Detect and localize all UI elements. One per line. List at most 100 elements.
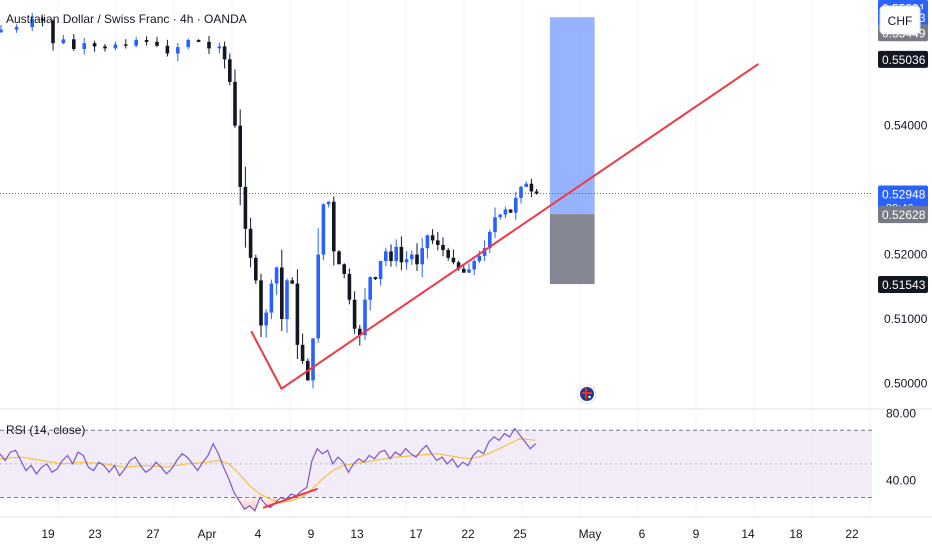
price-tick-label: 0.54000 [884,119,928,133]
price-tick-label: 0.52000 [884,248,928,262]
time-tick-label: 25 [513,527,527,541]
candle-body [332,201,336,252]
price-label-box [878,276,928,294]
currency-label[interactable]: CHF [888,14,913,28]
candle-body [290,280,294,284]
flag-star [588,395,591,399]
price-label-box [878,50,928,68]
candle-body [415,254,419,265]
candle-body [384,251,388,262]
target-zone[interactable] [549,17,595,215]
time-tick-label: 22 [461,527,475,541]
rsi-title[interactable]: RSI (14, close) [6,423,85,437]
price-label: 0.55036 [878,50,928,68]
candle-body [503,209,508,215]
flag-icon[interactable] [577,384,597,404]
candle-body [61,39,66,44]
candle-body [254,257,258,281]
time-tick-label: 18 [789,527,803,541]
candle-body [316,254,320,339]
rsi-oversold-fill [0,497,536,511]
price-label: 0.52628 [878,206,928,224]
time-tick-label: 4 [255,527,262,541]
candle-body [40,18,45,21]
candle-body [280,267,284,320]
candle-body [436,240,440,245]
candle-body [300,344,305,361]
rsi-axis[interactable]: 80.00 40.00 [886,406,916,487]
candlestick-series [0,12,539,389]
time-tick-label: 14 [741,527,755,541]
price-label: 0.51543 [878,276,928,294]
candle-body [72,39,76,49]
candle-body [186,39,190,48]
currency-box[interactable] [879,5,921,35]
price-label-text: 0.51543 [882,278,926,292]
time-tick-label: May [579,527,602,541]
price-tick-label: 0.51000 [884,312,928,326]
rsi-tick-label: 80.00 [886,406,916,420]
flag-cross [582,388,592,399]
candle-body [467,269,471,273]
rsi-pane[interactable]: RSI (14, close) [0,423,872,513]
price-label-text: 0.52628 [882,208,926,222]
candle-body [82,43,86,49]
candle-body [144,39,149,42]
candle-body [321,204,326,255]
candle-body [176,47,180,54]
time-tick-label: 6 [639,527,646,541]
long-position-tool[interactable] [549,17,595,285]
candle-body [295,283,300,345]
rsi-trendline[interactable] [262,488,318,509]
candle-body [269,283,274,313]
currency-button[interactable]: CHF [879,5,921,35]
candle-body [363,299,367,336]
time-tick-label: 13 [350,527,364,541]
candle-body [462,268,466,273]
time-tick-label: 22 [845,527,859,541]
candle-body [51,20,55,44]
candle-body [534,191,539,194]
candle-body [207,41,211,49]
chart-title: Australian Dollar / Swiss Franc · 4h · O… [6,12,247,26]
candle-body [493,217,497,233]
price-axis[interactable]: 0.540000.520000.510000.500000.558310.556… [878,0,928,391]
candle-body [477,255,482,262]
candle-body [514,197,518,213]
trendline [250,330,283,390]
candle-body [451,257,456,263]
candle-body [446,250,450,258]
candle-body [498,214,502,218]
rsi-ma-line [0,437,536,504]
time-axis[interactable]: 19 23 27 Apr 4 9 13 17 22 25 May 6 9 14 18 22 [0,516,932,541]
time-tick-label: 19 [41,527,55,541]
candle-body [248,228,253,258]
candle-body [482,248,487,256]
candle-body [274,267,279,284]
candle-body [441,244,445,251]
candle-body [165,45,170,54]
candle-body [113,44,118,49]
candle-body [456,262,461,269]
trendlines[interactable] [250,63,759,390]
candle-body [389,251,393,262]
candle-body [358,328,362,336]
time-tick-label: Apr [198,527,217,541]
stop-zone[interactable] [549,214,595,285]
time-tick-label: 23 [88,527,102,541]
candle-body [425,235,430,249]
price-label-text: 0.52948 [882,187,926,201]
candle-body [347,273,352,300]
candle-body [155,41,159,46]
candle-body [243,186,248,229]
candle-body [519,186,523,198]
time-tick-label: 17 [409,527,423,541]
candle-body [124,44,128,46]
candle-body [394,246,398,262]
price-label-box [878,206,928,224]
candle-body [352,299,357,329]
candle-body [14,27,19,30]
candle-body [472,261,476,270]
